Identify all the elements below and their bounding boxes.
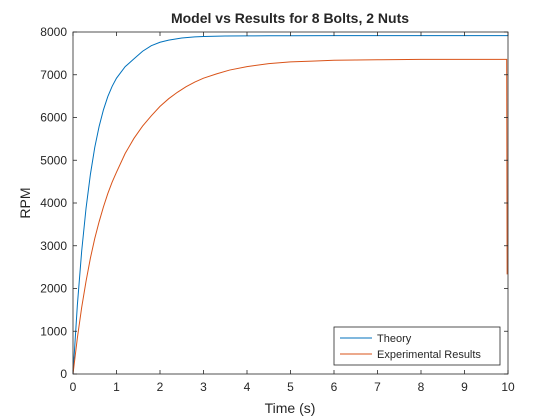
y-tick-label: 6000 bbox=[40, 111, 67, 125]
x-tick-label: 2 bbox=[157, 380, 164, 394]
legend: Theory Experimental Results bbox=[334, 327, 500, 365]
plot-area bbox=[73, 32, 508, 374]
y-tick-label: 5000 bbox=[40, 153, 67, 167]
x-axis-label: Time (s) bbox=[265, 400, 316, 416]
x-tick-label: 0 bbox=[70, 380, 77, 394]
y-axis-label: RPM bbox=[17, 187, 33, 218]
y-tick-label: 1000 bbox=[40, 324, 67, 338]
x-tick-label: 9 bbox=[461, 380, 468, 394]
x-tick-label: 3 bbox=[200, 380, 207, 394]
x-tick-label: 6 bbox=[331, 380, 338, 394]
legend-label-2: Experimental Results bbox=[377, 349, 481, 361]
legend-label-1: Theory bbox=[377, 333, 412, 345]
y-tick-label: 3000 bbox=[40, 239, 67, 253]
x-tick-label: 4 bbox=[244, 380, 251, 394]
y-tick-label: 4000 bbox=[40, 196, 67, 210]
x-tick-label: 7 bbox=[374, 380, 381, 394]
y-tick-label: 8000 bbox=[40, 25, 67, 39]
y-tick-label: 0 bbox=[60, 367, 67, 381]
y-tick-label: 2000 bbox=[40, 282, 67, 296]
x-tick-label: 10 bbox=[501, 380, 515, 394]
x-tick-label: 1 bbox=[113, 380, 120, 394]
x-tick-label: 5 bbox=[287, 380, 294, 394]
y-tick-label: 7000 bbox=[40, 68, 67, 82]
chart-title: Model vs Results for 8 Bolts, 2 Nuts bbox=[171, 10, 409, 26]
x-tick-label: 8 bbox=[418, 380, 425, 394]
